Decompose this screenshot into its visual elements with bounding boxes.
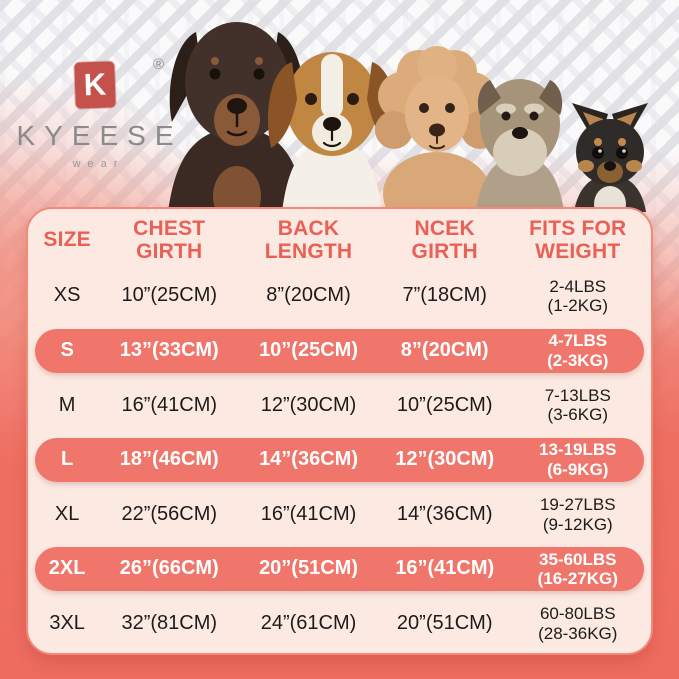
- cell-chest: 26”(66CM): [119, 557, 219, 580]
- cell-weight: 13-19LBS (6-9KG): [539, 440, 617, 480]
- cell-back: 14”(36CM): [259, 448, 358, 471]
- cell-size: XL: [54, 502, 80, 525]
- size-row-s: S 13”(33CM) 10”(25CM) 8”(20CM) 4-7LBS (2…: [30, 324, 649, 379]
- dog-schnauzer: [476, 79, 564, 212]
- registered-trademark-symbol: ®: [152, 56, 164, 73]
- cell-chest: 10”(25CM): [121, 284, 218, 307]
- cell-size: M: [58, 393, 76, 416]
- dog-poodle: [375, 46, 499, 212]
- cell-neck: 12”(30CM): [395, 448, 495, 471]
- cell-weight: 2-4LBS (1-2KG): [547, 276, 608, 316]
- size-row-xl: XL 22”(56CM) 16”(41CM) 14”(36CM) 19-27LB…: [30, 487, 649, 542]
- cell-neck: 10”(25CM): [396, 393, 493, 416]
- cell-neck: 16”(41CM): [395, 557, 495, 580]
- cell-neck: 20”(51CM): [396, 611, 493, 634]
- cell-weight: 35-60LBS (16-27KG): [537, 549, 618, 589]
- cell-neck: 14”(36CM): [396, 502, 493, 525]
- cell-back: 10”(25CM): [259, 339, 358, 362]
- size-row-m: M 16”(41CM) 12”(30CM) 10”(25CM) 7-13LBS …: [30, 378, 649, 433]
- brand-logo-letter: K: [83, 66, 107, 103]
- size-row-2xl: 2XL 26”(66CM) 20”(51CM) 16”(41CM) 35-60L…: [30, 542, 649, 597]
- size-row-3xl: 3XL 32”(81CM) 24”(61CM) 20”(51CM) 60-80L…: [30, 596, 649, 651]
- cell-back: 16”(41CM): [260, 502, 357, 525]
- header-back-length: BACK LENGTH: [264, 216, 353, 263]
- cell-chest: 13”(33CM): [119, 339, 219, 362]
- cell-back: 8”(20CM): [266, 284, 351, 307]
- size-row-xs: XS 10”(25CM) 8”(20CM) 7”(18CM) 2-4LBS (1…: [30, 269, 649, 324]
- header-chest-girth: CHEST GIRTH: [133, 216, 206, 263]
- cell-size: 2XL: [48, 557, 86, 580]
- dog-beagle: [267, 52, 397, 212]
- cell-weight: 19-27LBS (9-12KG): [539, 495, 616, 534]
- cell-chest: 16”(41CM): [121, 393, 218, 416]
- cell-chest: 22”(56CM): [121, 502, 218, 525]
- cell-weight: 4-7LBS (2-3KG): [547, 331, 609, 370]
- cell-neck: 8”(20CM): [400, 339, 489, 362]
- cell-chest: 18”(46CM): [119, 448, 219, 471]
- brand-logo: K ® KYEESE wear: [16, 52, 174, 170]
- cell-back: 20”(51CM): [259, 557, 358, 580]
- cell-size: XS: [53, 284, 81, 307]
- cell-chest: 32”(81CM): [121, 611, 218, 634]
- dogs-illustration: [168, 22, 648, 212]
- cell-size: S: [60, 339, 74, 362]
- cell-weight: 7-13LBS (3-6KG): [544, 385, 611, 425]
- cell-back: 12”(30CM): [260, 393, 357, 416]
- brand-logo-badge: K: [74, 61, 116, 109]
- cell-size: 3XL: [49, 611, 85, 634]
- brand-subtitle: wear: [72, 158, 125, 170]
- cell-neck: 7”(18CM): [402, 284, 487, 307]
- header-neck-girth: NCEK GIRTH: [411, 216, 478, 263]
- dog-chihuahua: [572, 103, 648, 212]
- size-chart-header-row: SIZE CHEST GIRTH BACK LENGTH NCEK GIRTH …: [30, 211, 649, 269]
- header-size: SIZE: [43, 228, 91, 252]
- size-chart-card: SIZE CHEST GIRTH BACK LENGTH NCEK GIRTH …: [26, 207, 653, 655]
- size-row-l: L 18”(46CM) 14”(36CM) 12”(30CM) 13-19LBS…: [30, 433, 649, 488]
- brand-name: KYEESE: [16, 120, 183, 151]
- header-fits-for-weight: FITS FOR WEIGHT: [529, 216, 627, 263]
- cell-back: 24”(61CM): [260, 611, 357, 634]
- cell-weight: 60-80LBS (28-36KG): [538, 604, 618, 643]
- cell-size: L: [61, 448, 74, 471]
